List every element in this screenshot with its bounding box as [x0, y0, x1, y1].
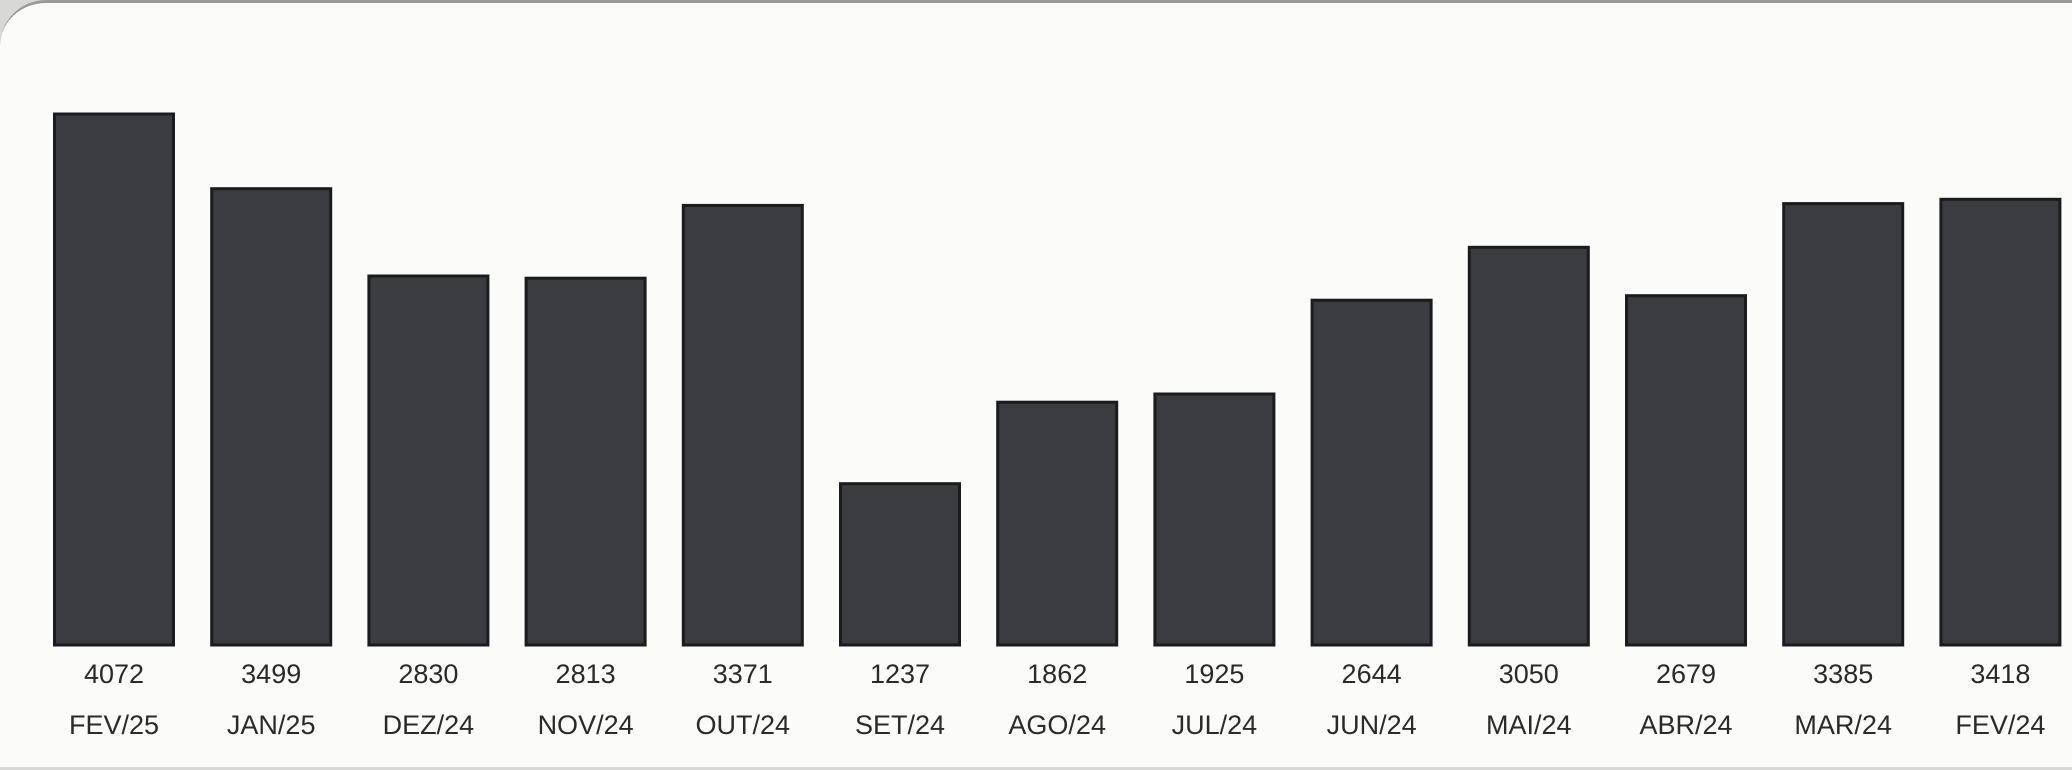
category-labels-group: FEV/25 JAN/25 DEZ/24 NOV/24 OUT/24 SET/24 AGO/…: [69, 710, 2045, 740]
bar-ago-24: [996, 400, 1119, 647]
category-label: DEZ/24: [383, 710, 475, 740]
value-label: 3385: [1813, 659, 1873, 689]
value-label: 1925: [1184, 659, 1244, 689]
bar-mar-24: [1782, 202, 1905, 647]
bar-chart: 4072 3499 2830 2813 3371 1237 1862 1925 2644 3050…: [53, 112, 2062, 740]
value-label: 2679: [1656, 659, 1716, 689]
category-label: JAN/25: [227, 710, 316, 740]
category-label: ABR/24: [1639, 710, 1732, 740]
bar-jun-24: [1310, 298, 1433, 647]
category-label: JUL/24: [1172, 710, 1258, 740]
value-label: 3050: [1499, 659, 1559, 689]
value-label: 4072: [84, 659, 144, 689]
value-labels-group: 4072 3499 2830 2813 3371 1237 1862 1925 2644 3050…: [84, 659, 2030, 689]
bar-jan-25: [210, 187, 333, 647]
value-label: 1237: [870, 659, 930, 689]
value-label: 3371: [713, 659, 773, 689]
value-label: 2813: [556, 659, 616, 689]
bar-fev-25: [53, 112, 175, 647]
bars-group: [53, 112, 2062, 647]
category-label: JUN/24: [1327, 710, 1417, 740]
bar-set-24: [839, 482, 961, 647]
value-label: 2644: [1342, 659, 1402, 689]
bar-jul-24: [1153, 392, 1276, 647]
category-label: AGO/24: [1008, 710, 1106, 740]
category-label: NOV/24: [538, 710, 634, 740]
bar-nov-24: [524, 276, 647, 647]
bar-fev-24: [1939, 197, 2062, 647]
category-label: OUT/24: [696, 710, 791, 740]
bar-mai-24: [1467, 245, 1590, 647]
category-label: FEV/24: [1955, 710, 2045, 740]
category-label: MAR/24: [1794, 710, 1892, 740]
category-label: MAI/24: [1486, 710, 1572, 740]
category-label: FEV/25: [69, 710, 159, 740]
value-label: 2830: [398, 659, 458, 689]
bar-dez-24: [367, 274, 490, 647]
bar-abr-24: [1625, 294, 1747, 647]
value-label: 1862: [1027, 659, 1087, 689]
bar-out-24: [681, 203, 804, 647]
category-label: SET/24: [855, 710, 945, 740]
value-label: 3499: [241, 659, 301, 689]
value-label: 3418: [1970, 659, 2030, 689]
